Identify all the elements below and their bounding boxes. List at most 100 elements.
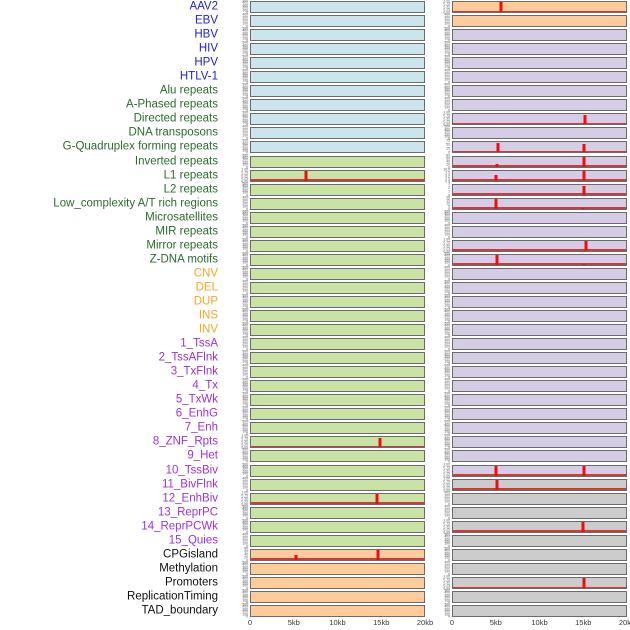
track-plot-area[interactable] bbox=[452, 253, 627, 266]
track-plot-area[interactable] bbox=[452, 267, 627, 280]
track-plot-area[interactable] bbox=[250, 366, 425, 379]
track-plot-area[interactable] bbox=[452, 380, 627, 393]
track-plot-area[interactable] bbox=[452, 1, 627, 14]
track-plot-area[interactable] bbox=[250, 464, 425, 477]
track-plot-area[interactable] bbox=[452, 183, 627, 196]
track-plot-area[interactable] bbox=[250, 127, 425, 140]
track-plot-area[interactable] bbox=[452, 352, 627, 365]
track-plot-area[interactable] bbox=[452, 85, 627, 98]
track-plot-area[interactable] bbox=[452, 197, 627, 210]
track-plot-area[interactable] bbox=[250, 548, 425, 561]
track-plot-area[interactable] bbox=[250, 604, 425, 617]
track-plot-area[interactable] bbox=[250, 506, 425, 519]
track-plot-area[interactable] bbox=[250, 225, 425, 238]
track-plot-area[interactable] bbox=[452, 127, 627, 140]
y-axis-ticks: 500 400 300 200 100 0 bbox=[430, 40, 451, 56]
track-plot-area[interactable] bbox=[452, 310, 627, 323]
track-plot-area[interactable] bbox=[250, 169, 425, 182]
track-plot-area[interactable] bbox=[250, 113, 425, 126]
track-plot-area[interactable] bbox=[452, 548, 627, 561]
track-plot-area[interactable] bbox=[452, 534, 627, 547]
track-plot-area[interactable] bbox=[250, 155, 425, 168]
y-axis-ticks: 500 400 300 200 100 0 bbox=[430, 321, 451, 337]
data-spike bbox=[582, 156, 586, 167]
track-plot-area[interactable] bbox=[250, 534, 425, 547]
track-plot-area[interactable] bbox=[250, 492, 425, 505]
track-plot-area[interactable] bbox=[452, 29, 627, 42]
track-plot-area[interactable] bbox=[250, 562, 425, 575]
track-plot-area[interactable] bbox=[452, 57, 627, 70]
data-spike bbox=[494, 199, 498, 209]
y-tick-label: 0.25 bbox=[443, 484, 450, 489]
track-plot-area[interactable] bbox=[452, 239, 627, 252]
track-plot-area[interactable] bbox=[250, 71, 425, 84]
track-plot-area[interactable] bbox=[250, 394, 425, 407]
track-plot-area[interactable] bbox=[452, 225, 627, 238]
track-plot-area[interactable] bbox=[452, 478, 627, 491]
track-plot-area[interactable] bbox=[250, 422, 425, 435]
track-plot-area[interactable] bbox=[250, 478, 425, 491]
track-plot-area[interactable] bbox=[452, 422, 627, 435]
track-plot-area[interactable] bbox=[250, 380, 425, 393]
track-plot-area[interactable] bbox=[452, 394, 627, 407]
y-tick-label: 60 bbox=[446, 155, 450, 160]
track-plot-area[interactable] bbox=[452, 408, 627, 421]
track-plot-area[interactable] bbox=[452, 492, 627, 505]
track-plot-area[interactable] bbox=[250, 338, 425, 351]
track-plot-area[interactable] bbox=[250, 211, 425, 224]
track-plot-area[interactable] bbox=[250, 295, 425, 308]
track-plot-area[interactable] bbox=[452, 43, 627, 56]
track-plot-area[interactable] bbox=[250, 310, 425, 323]
track-plot-area[interactable] bbox=[452, 464, 627, 477]
track-plot-area[interactable] bbox=[452, 576, 627, 589]
track-plot-area[interactable] bbox=[452, 338, 627, 351]
track-plot-area[interactable] bbox=[452, 604, 627, 617]
track-plot-area[interactable] bbox=[250, 590, 425, 603]
track-plot-area[interactable] bbox=[452, 281, 627, 294]
track-plot-area[interactable] bbox=[250, 253, 425, 266]
track-plot-area[interactable] bbox=[250, 99, 425, 112]
track-plot-area[interactable] bbox=[452, 366, 627, 379]
track-plot-area[interactable] bbox=[250, 408, 425, 421]
track-plot-area[interactable] bbox=[250, 324, 425, 337]
track-plot-area[interactable] bbox=[250, 239, 425, 252]
track-plot-area[interactable] bbox=[452, 590, 627, 603]
track-plot-area[interactable] bbox=[250, 57, 425, 70]
track-plot-area[interactable] bbox=[250, 281, 425, 294]
track-plot-area[interactable] bbox=[250, 15, 425, 28]
y-tick-label: 300 bbox=[242, 31, 248, 36]
track-plot-area[interactable] bbox=[250, 267, 425, 280]
track-plot-area[interactable] bbox=[250, 352, 425, 365]
track-plot-area[interactable] bbox=[452, 71, 627, 84]
track-plot-area[interactable] bbox=[250, 1, 425, 14]
track-plot-area[interactable] bbox=[452, 99, 627, 112]
track-plot-area[interactable] bbox=[452, 155, 627, 168]
track-plot-area[interactable] bbox=[452, 450, 627, 463]
track-plot-area[interactable] bbox=[250, 183, 425, 196]
track-plot-area[interactable] bbox=[452, 295, 627, 308]
track-plot-area[interactable] bbox=[250, 29, 425, 42]
track-plot-area[interactable] bbox=[452, 562, 627, 575]
y-tick-label: 100 bbox=[242, 260, 248, 265]
track-plot-area[interactable] bbox=[250, 450, 425, 463]
y-tick-label: 500 bbox=[242, 419, 248, 424]
y-tick-label: 75 bbox=[446, 138, 450, 143]
track-plot-area[interactable] bbox=[452, 169, 627, 182]
track-plot-area[interactable] bbox=[452, 211, 627, 224]
track-plot-area[interactable] bbox=[452, 15, 627, 28]
track-plot-area[interactable] bbox=[452, 520, 627, 533]
track-plot-area[interactable] bbox=[452, 324, 627, 337]
track-plot-area[interactable] bbox=[452, 113, 627, 126]
track-plot-area[interactable] bbox=[250, 436, 425, 449]
track-plot-area[interactable] bbox=[452, 436, 627, 449]
track-plot-area[interactable] bbox=[250, 141, 425, 154]
track-plot-area[interactable] bbox=[250, 85, 425, 98]
track-plot-area[interactable] bbox=[250, 576, 425, 589]
y-axis-ticks: 500 400 300 200 100 0 bbox=[430, 251, 451, 267]
track-plot-area[interactable] bbox=[250, 43, 425, 56]
track-plot-area[interactable] bbox=[250, 520, 425, 533]
track-plot-area[interactable] bbox=[452, 141, 627, 154]
track-plot-area[interactable] bbox=[452, 506, 627, 519]
track-plot-area[interactable] bbox=[250, 197, 425, 210]
